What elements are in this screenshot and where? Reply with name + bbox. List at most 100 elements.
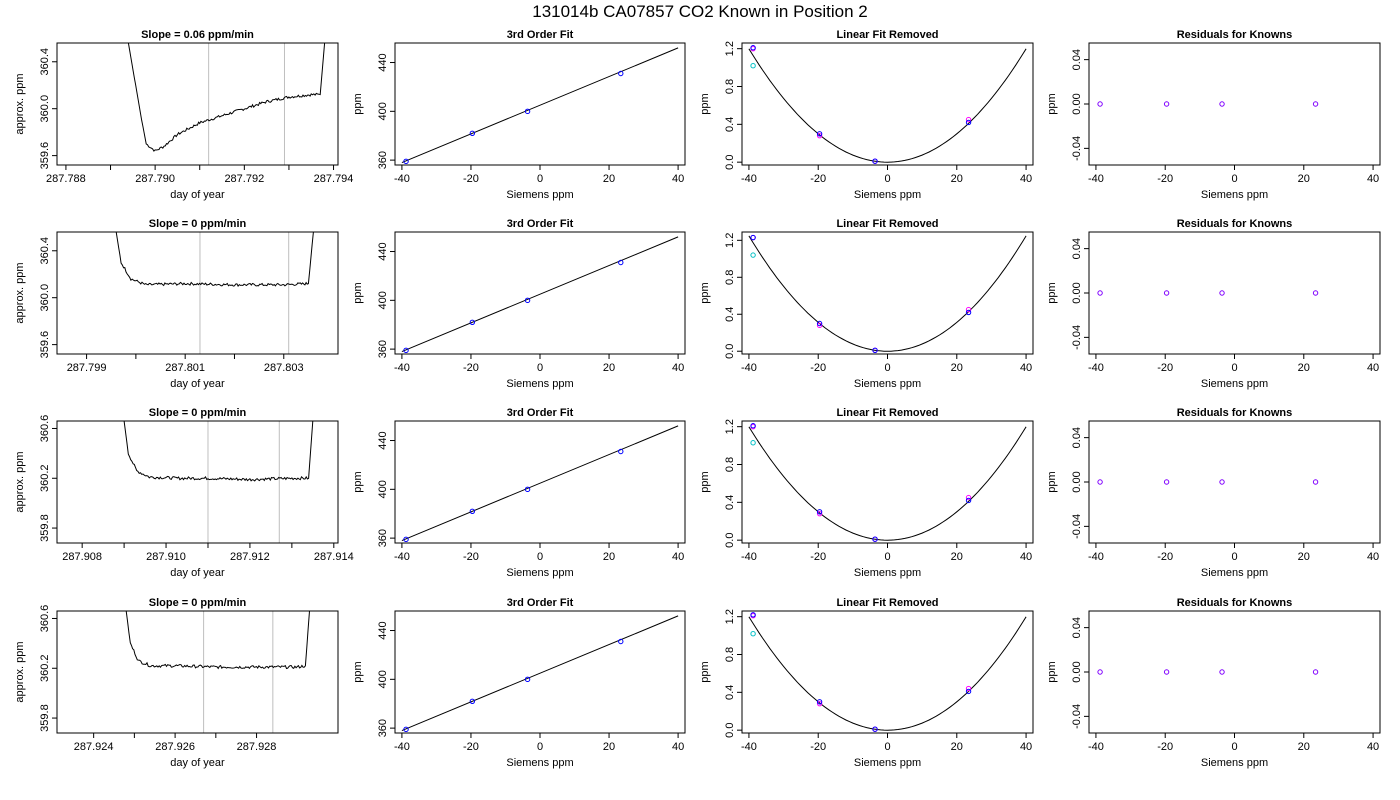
- y-tick-label: 0.00: [1071, 471, 1083, 492]
- data-point: [469, 508, 476, 514]
- y-tick-label: 440: [377, 621, 389, 639]
- panel-title: 3rd Order Fit: [507, 218, 574, 230]
- y-axis-label: ppm: [699, 93, 711, 114]
- y-axis-label: ppm: [1046, 282, 1058, 303]
- y-tick-label: 360: [377, 340, 389, 358]
- y-axis-label: ppm: [1046, 471, 1058, 492]
- x-axis-label: day of year: [170, 757, 225, 769]
- y-tick-label: -0.04: [1071, 325, 1083, 350]
- x-tick-label: -40: [1088, 362, 1104, 374]
- x-tick-label: 287.792: [224, 173, 264, 185]
- x-tick-label: 287.788: [46, 173, 86, 185]
- x-tick-label: 0: [1231, 741, 1237, 753]
- y-axis-label: ppm: [699, 661, 711, 682]
- plot-frame: [394, 42, 686, 166]
- panel-title: Residuals for Knowns: [1177, 597, 1293, 609]
- x-tick-label: -20: [810, 362, 826, 374]
- data-point: [403, 536, 409, 543]
- data-point: [403, 158, 409, 165]
- y-tick-label: 360.2: [39, 464, 51, 492]
- data-point-blue: [872, 536, 878, 542]
- plot-area: [401, 425, 679, 542]
- x-axis-label: Siemens ppm: [854, 757, 921, 769]
- concentration-trace: [123, 421, 314, 482]
- data-point: [1312, 101, 1319, 107]
- x-tick-label: -20: [810, 173, 826, 185]
- plot-area: [123, 421, 314, 482]
- panel-title: Residuals for Knowns: [1177, 29, 1293, 41]
- x-tick-label: 20: [1298, 362, 1310, 374]
- y-tick-label: 360.0: [39, 284, 51, 312]
- data-point: [1219, 101, 1225, 107]
- quadratic-curve: [748, 235, 1027, 352]
- x-tick-label: 20: [951, 173, 963, 185]
- x-tick-label: -40: [741, 173, 757, 185]
- data-point-blue: [816, 131, 823, 137]
- x-tick-label: 20: [603, 173, 615, 185]
- data-point-cyan: [750, 252, 756, 258]
- panel-r3-c2: Linear Fit Removed -40 -20 0 20 40 0.0 0.4 0.8 1.…: [699, 597, 1034, 769]
- data-point: [469, 130, 476, 136]
- x-tick-label: 0: [884, 741, 890, 753]
- y-tick-label: 360.4: [39, 48, 51, 76]
- x-tick-label: -40: [741, 551, 757, 563]
- x-tick-label: 0: [1231, 551, 1237, 563]
- y-tick-label: 1.2: [724, 419, 736, 434]
- panel-title: Linear Fit Removed: [836, 218, 938, 230]
- y-tick-label: 1.2: [724, 233, 736, 248]
- data-point: [1219, 479, 1225, 485]
- y-tick-label: 0.4: [724, 307, 736, 322]
- x-tick-label: -40: [394, 173, 410, 185]
- y-tick-label: 360.6: [39, 605, 51, 633]
- panel-title: 3rd Order Fit: [507, 29, 574, 41]
- plot-frame: [1088, 42, 1381, 166]
- panel-grid: Slope = 0.06 ppm/min 287.788 287.790 287.79…: [14, 29, 1381, 769]
- panel-r2-c2: Linear Fit Removed -40 -20 0 20 40 0.0 0.4 0.8 1.…: [699, 407, 1034, 579]
- data-point-blue: [750, 45, 756, 51]
- y-tick-label: 440: [377, 431, 389, 449]
- x-tick-label: 0: [537, 741, 543, 753]
- x-tick-label: -20: [1157, 551, 1173, 563]
- data-point: [618, 638, 624, 645]
- x-axis-label: Siemens ppm: [506, 378, 573, 390]
- x-tick-label: 287.926: [155, 741, 195, 753]
- plot-frame: [1088, 420, 1381, 544]
- plot-frame: [394, 420, 686, 544]
- x-tick-label: 20: [951, 551, 963, 563]
- x-tick-label: 20: [603, 551, 615, 563]
- panel-r1-c0: Slope = 0 ppm/min 287.799 287.801 287.803 35…: [14, 218, 339, 390]
- y-axis-label: ppm: [352, 661, 364, 682]
- panel-r0-c3: Residuals for Knowns -40 -20 0 20 40 -0.04 0.00…: [1046, 29, 1381, 201]
- panel-title: Slope = 0 ppm/min: [149, 597, 247, 609]
- x-tick-label: -40: [741, 741, 757, 753]
- data-point-cyan: [750, 630, 756, 637]
- plot-frame: [56, 42, 339, 166]
- panel-title: Residuals for Knowns: [1177, 218, 1293, 230]
- x-tick-label: 287.908: [62, 551, 102, 563]
- y-tick-label: 0.0: [724, 723, 736, 738]
- data-point-magenta: [816, 322, 823, 329]
- data-point: [1163, 101, 1170, 107]
- data-point: [524, 676, 531, 683]
- x-tick-label: 287.912: [230, 551, 270, 563]
- data-point: [1312, 290, 1319, 296]
- y-tick-label: 0.8: [724, 457, 736, 472]
- data-point: [1097, 479, 1103, 485]
- plot-frame: [56, 420, 339, 544]
- y-axis-label: ppm: [352, 471, 364, 492]
- x-tick-label: 20: [951, 741, 963, 753]
- x-tick-label: -20: [463, 362, 479, 374]
- x-tick-label: 287.910: [146, 551, 186, 563]
- y-tick-label: 359.8: [39, 514, 51, 542]
- data-point-blue: [816, 699, 823, 705]
- x-tick-label: -20: [463, 741, 479, 753]
- x-tick-label: 20: [1298, 173, 1310, 185]
- data-point-blue: [965, 688, 972, 695]
- panel-r3-c1: 3rd Order Fit -40 -20 0 20 40 360 400 440 Siemens…: [352, 597, 686, 769]
- x-tick-label: 0: [537, 173, 543, 185]
- y-tick-label: 400: [377, 102, 389, 120]
- x-tick-label: -40: [394, 362, 410, 374]
- data-point-cyan: [750, 62, 756, 69]
- fit-line: [401, 47, 679, 164]
